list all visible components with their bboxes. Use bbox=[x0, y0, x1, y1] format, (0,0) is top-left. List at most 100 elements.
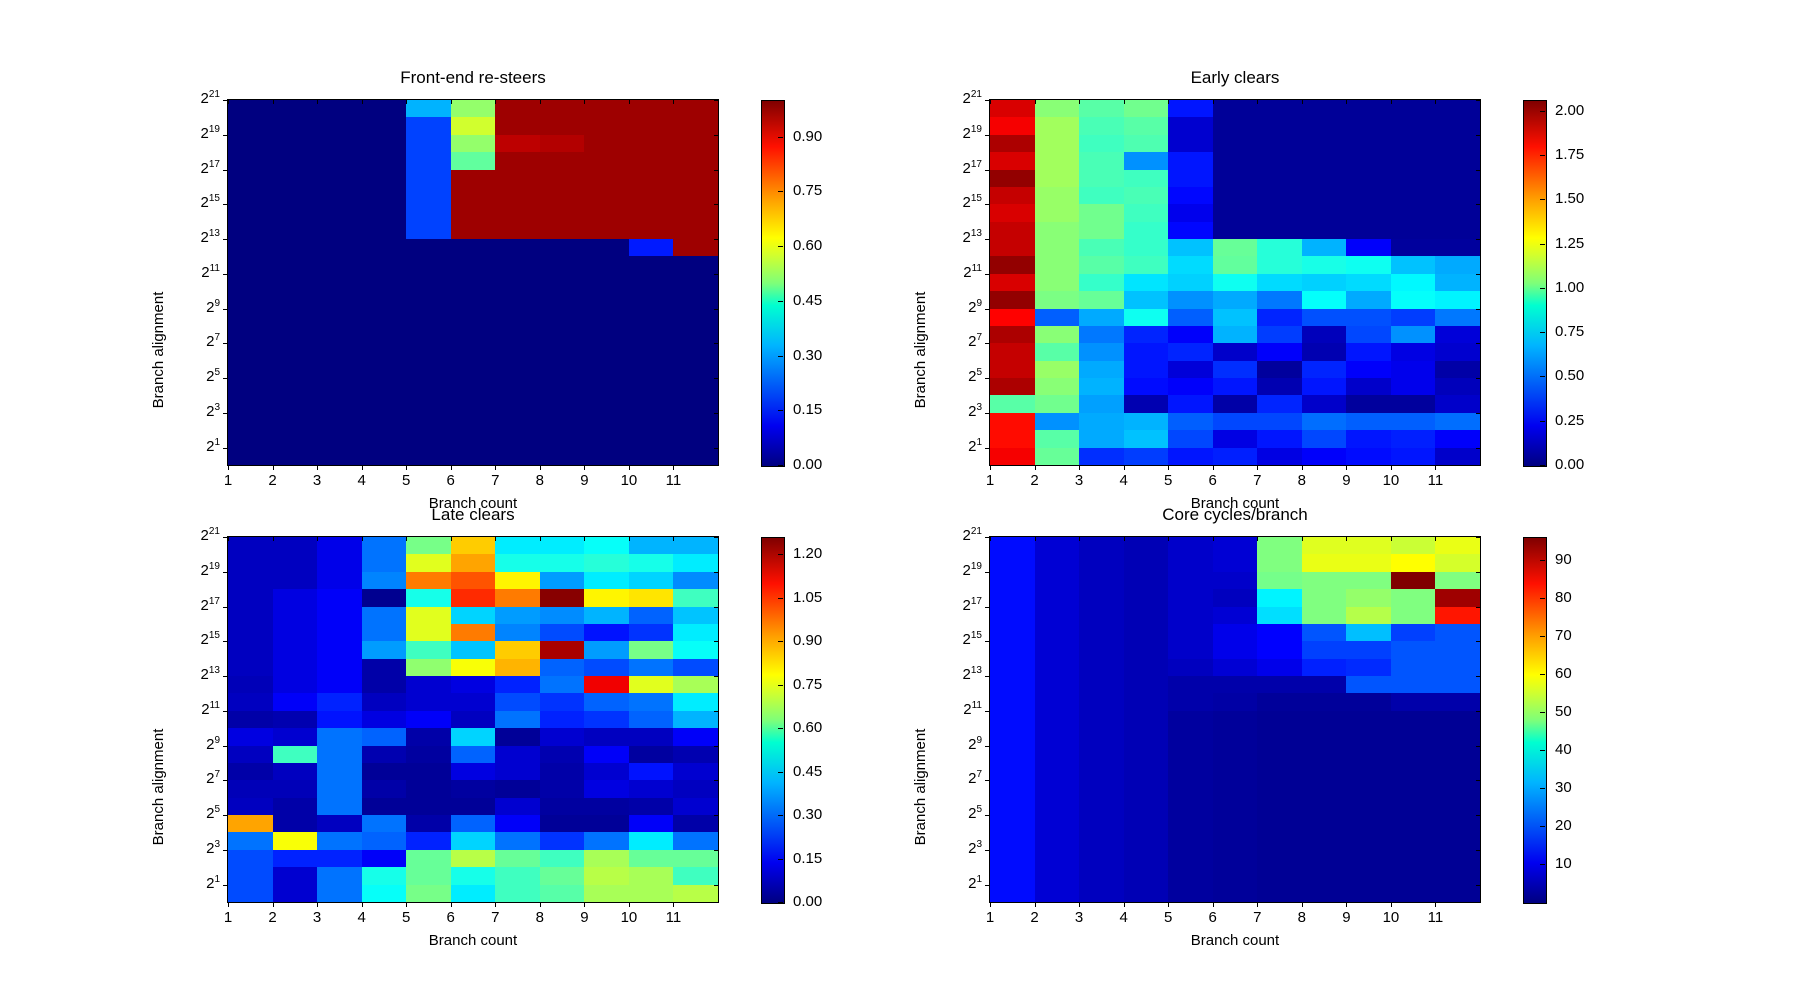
x-tick-label: 7 bbox=[491, 472, 500, 489]
heatmap-cell bbox=[317, 152, 362, 170]
colorbar-tick-label: 30 bbox=[1555, 778, 1572, 796]
heatmap-cell bbox=[673, 745, 718, 763]
heatmap-cell bbox=[450, 430, 496, 448]
heatmap-cell bbox=[990, 606, 1035, 624]
heatmap-cell bbox=[228, 693, 273, 711]
colorbar-tick-mark bbox=[1540, 787, 1545, 789]
heatmap-cell bbox=[990, 589, 1035, 607]
heatmap-cell bbox=[1079, 884, 1124, 902]
heatmap-cell bbox=[317, 641, 362, 659]
heatmap-cell bbox=[673, 186, 718, 205]
x-tick-mark bbox=[539, 902, 541, 907]
heatmap-cell bbox=[228, 710, 273, 729]
y-tick-mark bbox=[223, 100, 228, 101]
heatmap-cell bbox=[1123, 273, 1169, 292]
heatmap-cell bbox=[584, 745, 629, 763]
y-tick-mark-right bbox=[1476, 308, 1480, 310]
heatmap-cell bbox=[317, 693, 362, 711]
heatmap-cell bbox=[1257, 273, 1302, 292]
x-tick-label: 2 bbox=[1030, 472, 1039, 489]
heatmap-cell bbox=[1034, 343, 1080, 361]
x-tick-mark bbox=[317, 902, 319, 907]
heatmap-cell bbox=[584, 832, 629, 850]
heatmap-cell bbox=[1168, 430, 1213, 448]
heatmap-cell bbox=[1212, 884, 1258, 902]
heatmap-cell bbox=[1435, 849, 1480, 868]
y-tick-mark bbox=[985, 780, 990, 782]
heatmap-cell bbox=[1301, 867, 1347, 885]
colorbar-tick-mark bbox=[778, 771, 783, 773]
heatmap-cell bbox=[539, 152, 585, 170]
y-tick-mark-right bbox=[1476, 745, 1480, 747]
colorbar bbox=[1523, 100, 1547, 467]
heatmap-cell bbox=[628, 554, 674, 572]
heatmap-cell bbox=[673, 849, 718, 868]
heatmap-cell bbox=[1123, 867, 1169, 885]
heatmap-cell bbox=[495, 623, 540, 642]
y-tick-label: 221 bbox=[962, 89, 982, 108]
colorbar-tick-mark bbox=[1540, 559, 1545, 561]
heatmap-cell bbox=[317, 710, 362, 729]
heatmap-cell bbox=[1168, 204, 1213, 222]
heatmap-cell bbox=[1301, 221, 1347, 240]
colorbar-tick-mark bbox=[1540, 673, 1545, 675]
heatmap-cell bbox=[361, 308, 407, 326]
heatmap-cell bbox=[495, 360, 540, 379]
heatmap-cell bbox=[1257, 815, 1302, 833]
heatmap-cell bbox=[1435, 152, 1480, 170]
heatmap-cell bbox=[1390, 291, 1436, 309]
heatmap-cell bbox=[495, 291, 540, 309]
colorbar bbox=[761, 537, 785, 904]
heatmap-cell bbox=[673, 832, 718, 850]
heatmap-cell bbox=[495, 134, 540, 153]
heatmap-cell bbox=[1390, 797, 1436, 816]
heatmap-cell bbox=[673, 676, 718, 694]
heatmap-cell bbox=[317, 325, 362, 344]
heatmap-cell bbox=[1346, 134, 1391, 153]
heatmap-cell bbox=[584, 204, 629, 222]
heatmap-cell bbox=[1034, 537, 1080, 555]
heatmap-cell bbox=[990, 308, 1035, 326]
x-tick-mark bbox=[1346, 465, 1348, 470]
heatmap-cell bbox=[361, 676, 407, 694]
colorbar-tick-mark bbox=[778, 410, 783, 412]
colorbar-tick-mark bbox=[1540, 465, 1545, 466]
heatmap-cell bbox=[1390, 395, 1436, 413]
y-tick-label: 217 bbox=[200, 158, 220, 177]
heatmap-cell bbox=[1034, 186, 1080, 205]
colorbar-tick-label: 1.00 bbox=[1555, 278, 1585, 296]
colorbar-tick-label: 0.60 bbox=[793, 719, 823, 737]
heatmap-cell bbox=[1435, 221, 1480, 240]
heatmap-cell bbox=[1123, 676, 1169, 694]
heatmap-cell bbox=[1123, 169, 1169, 187]
x-tick-mark bbox=[539, 465, 541, 470]
heatmap-cell bbox=[1123, 239, 1169, 257]
x-tick-mark bbox=[1212, 902, 1214, 907]
y-tick-mark-right bbox=[714, 378, 718, 380]
heatmap-cell bbox=[361, 537, 407, 555]
x-tick-label: 7 bbox=[491, 909, 500, 926]
y-tick-mark-right bbox=[714, 204, 718, 206]
heatmap-cell bbox=[584, 641, 629, 659]
heatmap-cell bbox=[1123, 256, 1169, 274]
heatmap-cell bbox=[1212, 867, 1258, 885]
y-tick-mark-right bbox=[1476, 710, 1480, 712]
heatmap-cell bbox=[628, 867, 674, 885]
heatmap-cell bbox=[1346, 623, 1391, 642]
y-tick-label: 215 bbox=[200, 193, 220, 212]
heatmap-cell bbox=[228, 100, 273, 118]
heatmap-cell bbox=[317, 537, 362, 555]
heatmap-cell bbox=[990, 378, 1035, 396]
heatmap-cell bbox=[673, 256, 718, 274]
heatmap-cell bbox=[1435, 291, 1480, 309]
heatmap-cell bbox=[495, 797, 540, 816]
heatmap-cell bbox=[1346, 884, 1391, 902]
heatmap-cell bbox=[272, 693, 318, 711]
heatmap-cell bbox=[1123, 710, 1169, 729]
heatmap-cell bbox=[1034, 867, 1080, 885]
y-tick-mark bbox=[985, 100, 990, 101]
x-tick-mark bbox=[1301, 902, 1303, 907]
heatmap-cell bbox=[450, 623, 496, 642]
colorbar-tick-mark bbox=[1540, 420, 1545, 422]
heatmap-cell bbox=[1346, 186, 1391, 205]
